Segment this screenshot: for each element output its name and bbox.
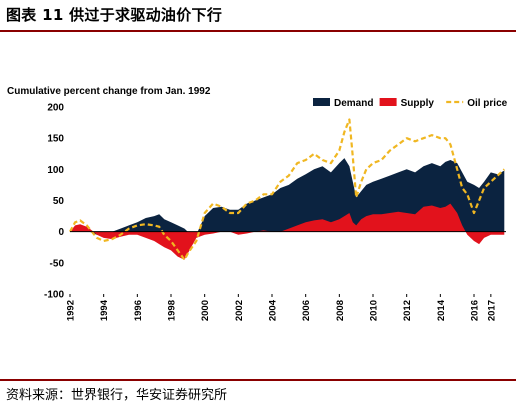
x-tick-label: 2000 (200, 300, 211, 321)
y-tick-label: 100 (47, 165, 64, 176)
y-tick-label: 50 (53, 196, 65, 207)
x-tick-label: 2002 (234, 300, 245, 321)
legend-label-demand: Demand (334, 98, 373, 109)
bottom-rule (0, 379, 516, 381)
x-tick-label: 2017 (486, 300, 497, 321)
y-tick-label: 150 (47, 134, 64, 145)
x-tick-label: 2012 (402, 300, 413, 321)
y-tick-label: -50 (50, 258, 65, 269)
x-tick-label: 2008 (335, 300, 346, 321)
legend-swatch-demand (313, 98, 330, 106)
area-layer (70, 158, 505, 260)
legend: Demand Supply Oil price (313, 98, 508, 109)
x-tick-label: 1992 (66, 300, 77, 321)
oil-line-layer (69, 118, 506, 261)
chart-area: Cumulative percent change from Jan. 1992… (0, 34, 516, 378)
chart-svg: Cumulative percent change from Jan. 1992… (7, 86, 508, 321)
x-tick-label: 1998 (167, 300, 178, 321)
x-tick-label: 1994 (99, 299, 110, 321)
y-tick-label: 0 (58, 227, 64, 238)
y-tick-label: 200 (47, 103, 64, 114)
figure-title: 图表 11 供过于求驱动油价下行 (6, 6, 223, 24)
top-rule (0, 30, 516, 32)
chart-title: Cumulative percent change from Jan. 1992 (7, 86, 211, 97)
axes-layer: -100 -50 0 50 100 150 200 1992 1994 1996 1998 2000 2… (44, 103, 506, 321)
x-tick-label: 2014 (436, 299, 447, 321)
legend-label-oil-price: Oil price (467, 98, 507, 109)
y-tick-label: -100 (44, 290, 64, 301)
x-tick-label: 2010 (369, 300, 380, 321)
x-tick-label: 1996 (133, 300, 144, 321)
source-note: 资料来源：世界银行，华安证券研究所 (6, 388, 228, 403)
x-tick-label: 2016 (470, 300, 481, 321)
x-tick-label: 2004 (268, 299, 279, 321)
x-tick-label: 2006 (301, 300, 312, 321)
legend-label-supply: Supply (401, 98, 435, 109)
legend-swatch-supply (379, 98, 397, 106)
